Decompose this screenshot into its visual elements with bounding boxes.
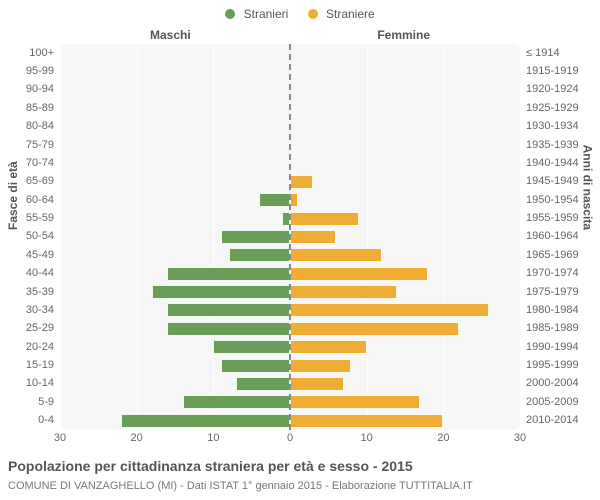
- age-tick: 75-79: [0, 136, 58, 154]
- chart-subtitle: COMUNE DI VANZAGHELLO (MI) - Dati ISTAT …: [8, 480, 592, 492]
- age-tick: 10-14: [0, 375, 58, 393]
- column-header-female: Femmine: [377, 28, 430, 42]
- year-tick: 1980-1984: [526, 301, 600, 319]
- age-tick: 45-49: [0, 246, 58, 264]
- age-tick: 70-74: [0, 154, 58, 172]
- legend-item-male: Stranieri: [225, 6, 288, 21]
- x-tick: 30: [514, 432, 526, 444]
- age-tick: 35-39: [0, 283, 58, 301]
- bar-female: [290, 303, 489, 317]
- bar-male: [221, 230, 290, 244]
- year-tick: 2010-2014: [526, 412, 600, 430]
- bar-male: [167, 303, 290, 317]
- bar-male: [167, 322, 290, 336]
- bar-female: [290, 175, 313, 189]
- year-tick: 1940-1944: [526, 154, 600, 172]
- year-tick: 1945-1949: [526, 173, 600, 191]
- legend-item-female: Straniere: [308, 6, 375, 21]
- y-tick-labels-year: ≤ 19141915-19191920-19241925-19291930-19…: [522, 44, 600, 430]
- year-tick: 1935-1939: [526, 136, 600, 154]
- bar-male: [229, 248, 290, 262]
- year-tick: 1930-1934: [526, 118, 600, 136]
- bar-male: [121, 414, 290, 428]
- bar-male: [183, 395, 290, 409]
- year-tick: 1965-1969: [526, 246, 600, 264]
- age-tick: 0-4: [0, 412, 58, 430]
- gridline: [520, 44, 521, 430]
- year-tick: 1955-1959: [526, 209, 600, 227]
- age-tick: 30-34: [0, 301, 58, 319]
- pyramid-plot: [60, 44, 520, 430]
- age-tick: 100+: [0, 44, 58, 62]
- year-tick: ≤ 1914: [526, 44, 600, 62]
- age-tick: 20-24: [0, 338, 58, 356]
- age-tick: 65-69: [0, 173, 58, 191]
- bar-female: [290, 193, 298, 207]
- bar-male: [213, 340, 290, 354]
- year-tick: 1970-1974: [526, 265, 600, 283]
- bar-male: [152, 285, 290, 299]
- bar-female: [290, 395, 420, 409]
- year-tick: 2000-2004: [526, 375, 600, 393]
- year-tick: 2005-2009: [526, 393, 600, 411]
- bar-female: [290, 285, 397, 299]
- year-tick: 1960-1964: [526, 228, 600, 246]
- x-tick: 10: [207, 432, 219, 444]
- bar-male: [259, 193, 290, 207]
- bar-female: [290, 377, 344, 391]
- chart-title: Popolazione per cittadinanza straniera p…: [8, 458, 592, 474]
- age-tick: 15-19: [0, 356, 58, 374]
- age-tick: 60-64: [0, 191, 58, 209]
- legend-swatch-male: [225, 9, 235, 19]
- age-tick: 5-9: [0, 393, 58, 411]
- age-tick: 95-99: [0, 62, 58, 80]
- x-tick: 0: [287, 432, 293, 444]
- bar-female: [290, 322, 459, 336]
- x-tick: 30: [54, 432, 66, 444]
- bar-female: [290, 340, 367, 354]
- year-tick: 1985-1989: [526, 320, 600, 338]
- legend: Stranieri Straniere: [0, 6, 600, 21]
- bar-female: [290, 267, 428, 281]
- column-header-male: Maschi: [150, 28, 191, 42]
- age-tick: 40-44: [0, 265, 58, 283]
- age-tick: 90-94: [0, 81, 58, 99]
- bar-female: [290, 212, 359, 226]
- bar-female: [290, 248, 382, 262]
- bar-female: [290, 414, 443, 428]
- year-tick: 1950-1954: [526, 191, 600, 209]
- age-tick: 55-59: [0, 209, 58, 227]
- year-tick: 1990-1994: [526, 338, 600, 356]
- year-tick: 1975-1979: [526, 283, 600, 301]
- year-tick: 1920-1924: [526, 81, 600, 99]
- age-tick: 85-89: [0, 99, 58, 117]
- x-tick: 20: [437, 432, 449, 444]
- bar-male: [221, 359, 290, 373]
- x-tick: 10: [361, 432, 373, 444]
- year-tick: 1925-1929: [526, 99, 600, 117]
- center-divider: [289, 44, 291, 430]
- bar-male: [236, 377, 290, 391]
- year-tick: 1915-1919: [526, 62, 600, 80]
- bar-male: [167, 267, 290, 281]
- legend-swatch-female: [308, 9, 318, 19]
- age-tick: 50-54: [0, 228, 58, 246]
- age-tick: 80-84: [0, 118, 58, 136]
- bar-female: [290, 230, 336, 244]
- year-tick: 1995-1999: [526, 356, 600, 374]
- legend-label-male: Stranieri: [244, 7, 289, 21]
- y-tick-labels-age: 100+95-9990-9485-8980-8475-7970-7465-696…: [0, 44, 58, 430]
- bar-female: [290, 359, 351, 373]
- legend-label-female: Straniere: [326, 7, 375, 21]
- x-tick: 20: [131, 432, 143, 444]
- age-tick: 25-29: [0, 320, 58, 338]
